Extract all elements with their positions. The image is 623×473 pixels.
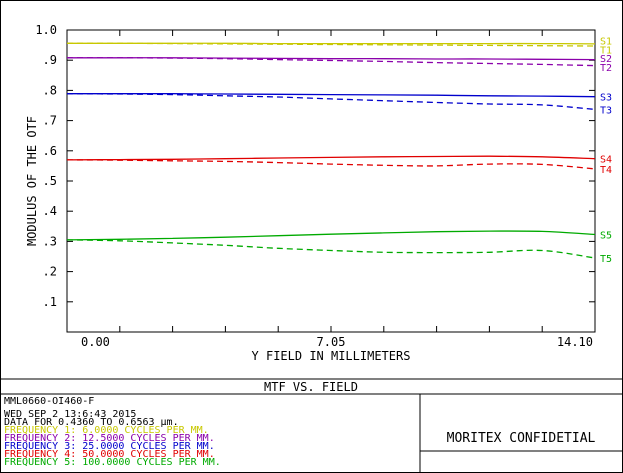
series-t3-line <box>66 93 596 111</box>
frequency-line: FREQUENCY 4: 50.0000 CYCLES PER MM. <box>4 449 215 460</box>
series-t5-label: T5 <box>600 254 612 265</box>
series-t3-label: T3 <box>600 105 612 116</box>
y-tick-label: .6 <box>43 144 57 158</box>
x-tick-label: 0.00 <box>81 335 110 349</box>
series-t4-line <box>66 159 596 170</box>
y-tick-label: .7 <box>43 114 57 128</box>
x-tick-label: 14.10 <box>557 335 593 349</box>
mtf-curves <box>66 42 596 259</box>
series-t4-label: T4 <box>600 165 612 176</box>
y-tick-label: .1 <box>43 295 57 309</box>
frequency-list: FREQUENCY 1: 6.0000 CYCLES PER MM.FREQUE… <box>4 425 221 468</box>
x-tick-labels: 0.00 7.05 14.10 <box>81 335 593 349</box>
series-s5-label: S5 <box>600 230 612 241</box>
wavelength-range: DATA FOR 0.4360 TO 0.6563 µm. <box>4 417 179 428</box>
series-s3-label: S3 <box>600 93 612 104</box>
series-t2-line <box>66 57 596 67</box>
series-s3-line <box>67 93 596 98</box>
series-t1-line <box>66 42 596 47</box>
series-s2-line <box>67 57 596 61</box>
series-s5-line <box>66 230 596 241</box>
frequency-line: FREQUENCY 2: 12.5000 CYCLES PER MM. <box>4 433 215 444</box>
y-tick-label: .4 <box>43 204 57 218</box>
series-s2-label: S2 <box>600 54 612 65</box>
series-t1-label: T1 <box>600 45 612 56</box>
series-s4-line <box>66 155 596 161</box>
y-tick-label: 1.0 <box>35 23 57 37</box>
confidential-label: MORITEX CONFIDETIAL <box>447 431 596 446</box>
lens-id: MML0660-OI460-F <box>4 396 94 407</box>
y-axis-label: MODULUS OF THE OTF <box>25 116 39 246</box>
frequency-line: FREQUENCY 3: 25.0000 CYCLES PER MM. <box>4 441 215 452</box>
y-tick-label: .8 <box>43 83 57 97</box>
series-t2-label: T2 <box>600 63 612 74</box>
run-date: WED SEP 2 13:6:43 2015 <box>4 409 136 420</box>
axis-ticks <box>67 29 595 332</box>
y-tick-label: .5 <box>43 174 57 188</box>
series-s1-label: S1 <box>600 36 612 47</box>
chart-title: MTF VS. FIELD <box>264 380 358 394</box>
y-tick-label: .9 <box>43 53 57 67</box>
x-tick-label: 7.05 <box>317 335 346 349</box>
frequency-line: FREQUENCY 5: 100.0000 CYCLES PER MM. <box>4 457 221 468</box>
series-s4-label: S4 <box>600 155 612 166</box>
x-axis-label: Y FIELD IN MILLIMETERS <box>252 349 411 363</box>
y-tick-labels: .1 .2 .3 .4 .5 .6 .7 .8 .9 1.0 <box>35 23 57 309</box>
y-tick-label: .2 <box>43 265 57 279</box>
frequency-line: FREQUENCY 1: 6.0000 CYCLES PER MM. <box>4 425 209 436</box>
y-tick-label: .3 <box>43 234 57 248</box>
series-s1-line <box>67 42 596 45</box>
series-t5-line <box>66 239 596 259</box>
plot-frame <box>66 29 596 333</box>
